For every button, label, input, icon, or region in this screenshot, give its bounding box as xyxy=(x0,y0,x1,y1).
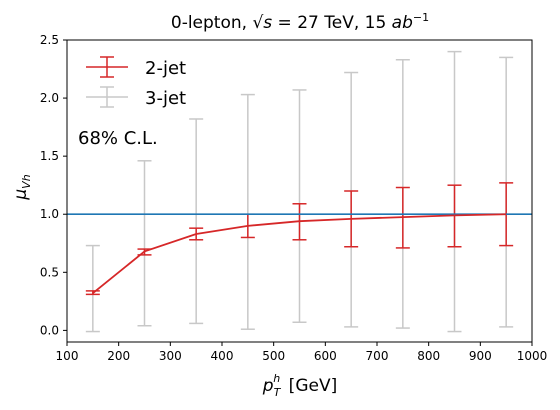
axes-frame xyxy=(66,39,533,343)
x-tick-label: 300 xyxy=(159,349,182,363)
y-tick-label: 0.5 xyxy=(40,265,59,279)
y-tick-label: 2.5 xyxy=(40,33,59,47)
y-axis-label: μVh xyxy=(11,174,33,200)
chart-title: 0-lepton, √s = 27 TeV, 15 ab−1 xyxy=(171,11,429,33)
cl-annotation: 68% C.L. xyxy=(78,128,158,149)
x-tick-label: 500 xyxy=(262,349,285,363)
central-value-line xyxy=(92,213,507,294)
y-tick-label: 0.0 xyxy=(40,323,59,337)
axis-ticks: 100 200 300 400 500 600 700 800 900 1000 0.0 0.5 1.0… xyxy=(40,33,547,363)
x-tick-label: 700 xyxy=(366,349,389,363)
x-tick-label: 200 xyxy=(107,349,130,363)
x-tick-label: 400 xyxy=(211,349,234,363)
x-tick-label: 1000 xyxy=(517,349,548,363)
x-tick-label: 900 xyxy=(469,349,492,363)
y-tick-label: 1.5 xyxy=(40,149,59,163)
legend-label-3-jet: 3-jet xyxy=(145,88,186,109)
x-tick-label: 800 xyxy=(417,349,440,363)
x-tick-label: 600 xyxy=(314,349,337,363)
plot-area xyxy=(66,39,533,343)
y-tick-label: 2.0 xyxy=(40,91,59,105)
legend: 2-jet 3-jet xyxy=(86,56,186,109)
legend-label-2-jet: 2-jet xyxy=(145,58,186,79)
x-tick-label: 100 xyxy=(56,349,79,363)
y-tick-label: 1.0 xyxy=(40,207,59,221)
x-axis-label: pTh [GeV] xyxy=(262,372,337,399)
